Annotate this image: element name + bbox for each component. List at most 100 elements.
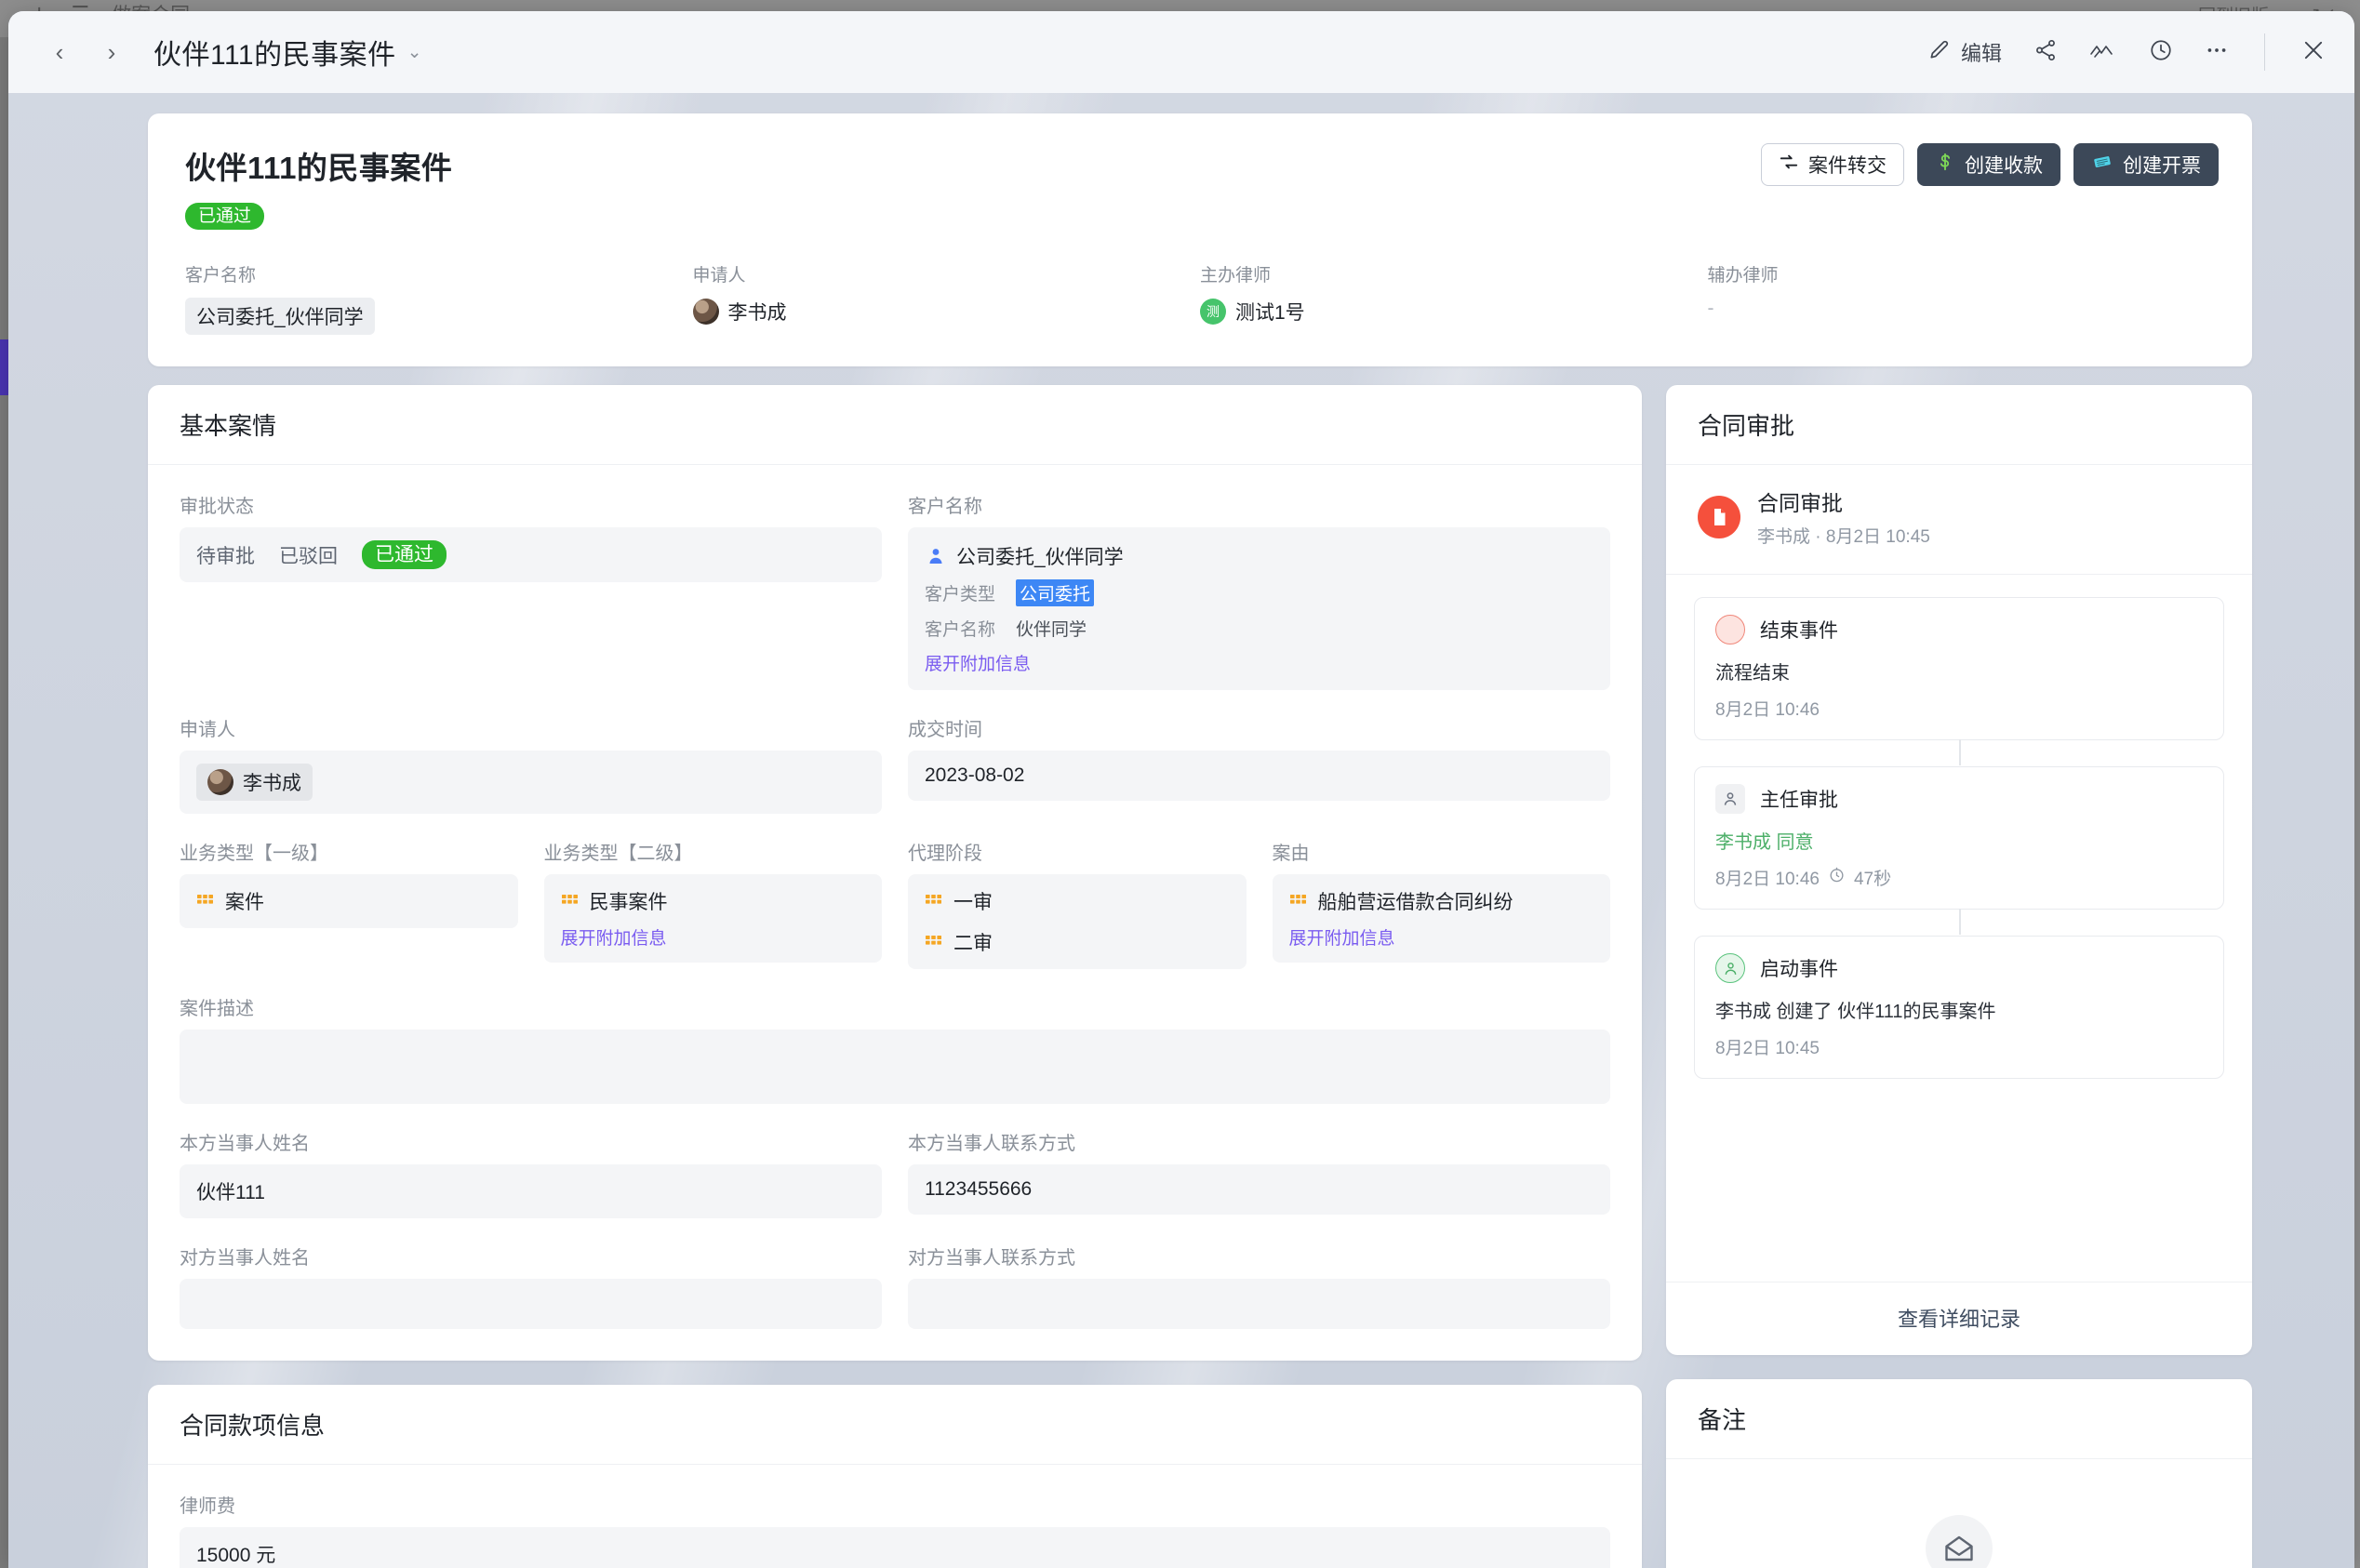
share-icon[interactable] bbox=[2033, 38, 2058, 67]
field-other-party-contact: 对方当事人联系方式 bbox=[908, 1242, 1610, 1329]
modal-header: ‹ › 伙伴111的民事案件 ⌄ 编辑 bbox=[8, 11, 2354, 93]
meta-customer-name: 客户名称 公司委托_伙伴同学 bbox=[185, 261, 693, 335]
forward-button[interactable]: › bbox=[107, 37, 116, 66]
field-case-description: 案件描述 bbox=[180, 993, 1610, 1104]
timeline-item-time: 8月2日 10:46 bbox=[1715, 870, 1820, 889]
field-label: 业务类型【二级】 bbox=[543, 844, 693, 864]
meta-label: 申请人 bbox=[692, 266, 746, 286]
customer-type-row: 客户类型 公司委托 bbox=[925, 579, 1593, 606]
applicant-value-box[interactable]: 李书成 bbox=[180, 751, 882, 814]
approval-flow-subtitle: 李书成 · 8月2日 10:45 bbox=[1757, 527, 1930, 547]
field-approval-status: 审批状态 待审批 已驳回 已通过 bbox=[180, 491, 882, 690]
back-button[interactable]: ‹ bbox=[55, 37, 64, 66]
contract-approval-card: 合同审批 合同审批 李书成 · 8月2日 10:45 bbox=[1666, 385, 2252, 1355]
timeline-item-desc: 流程结束 bbox=[1715, 663, 1790, 684]
view-detailed-records-link[interactable]: 查看详细记录 bbox=[1666, 1282, 2252, 1355]
person-square-icon bbox=[1715, 784, 1745, 814]
expand-additional-info-link[interactable]: 展开附加信息 bbox=[560, 929, 667, 949]
tag-item: 一审 bbox=[925, 887, 1230, 915]
left-rail-accent bbox=[0, 339, 8, 395]
case-description-value[interactable] bbox=[180, 1030, 1610, 1104]
row-applicant-dealtime: 申请人 李书成 成交时间 2023-08-02 bbox=[180, 714, 1610, 814]
row-approval-customer: 审批状态 待审批 已驳回 已通过 客户名称 bbox=[180, 491, 1610, 690]
customer-subname-row: 客户名称 伙伴同学 bbox=[925, 616, 1593, 641]
end-event-dot-icon bbox=[1715, 615, 1745, 644]
contract-approval-heading: 合同审批 bbox=[1666, 385, 2252, 465]
case-detail-modal: ‹ › 伙伴111的民事案件 ⌄ 编辑 bbox=[8, 11, 2354, 1568]
field-customer-name: 客户名称 公司委托_伙伴同学 客户类型 bbox=[908, 491, 1610, 690]
timeline-item[interactable]: 启动事件 李书成 创建了 伙伴111的民事案件 8月2日 10:45 bbox=[1694, 936, 2224, 1079]
case-summary-card: 伙伴111的民事案件 已通过 案件转交 创建收款 bbox=[148, 113, 2252, 366]
segment-option-pending[interactable]: 待审批 bbox=[196, 545, 255, 567]
own-party-name-value[interactable]: 伙伴111 bbox=[180, 1164, 882, 1218]
approval-status-segmented[interactable]: 待审批 已驳回 已通过 bbox=[180, 527, 882, 582]
divider bbox=[2264, 33, 2265, 71]
biz-type-2-box[interactable]: 民事案件 展开附加信息 bbox=[543, 874, 882, 963]
other-party-contact-value[interactable] bbox=[908, 1279, 1610, 1329]
remarks-empty-state: 暂无评论 bbox=[1666, 1459, 2252, 1568]
field-label: 审批状态 bbox=[180, 497, 254, 517]
clock-icon[interactable] bbox=[2149, 38, 2173, 67]
timeline-item-name: 结束事件 bbox=[1760, 620, 1838, 642]
applicant-name-value: 李书成 bbox=[243, 773, 301, 794]
transfer-case-button[interactable]: 案件转交 bbox=[1761, 143, 1904, 186]
meta-label: 主办律师 bbox=[1200, 266, 1272, 286]
deal-time-value[interactable]: 2023-08-02 bbox=[908, 751, 1610, 801]
timeline-item[interactable]: 主任审批 李书成 同意 8月2日 10:46 47秒 bbox=[1694, 766, 2224, 935]
cause-box[interactable]: 船舶营运借款合同纠纷 展开附加信息 bbox=[1272, 874, 1610, 963]
case-action-buttons: 案件转交 创建收款 创建开票 bbox=[1761, 143, 2219, 186]
field-label: 业务类型【一级】 bbox=[180, 844, 328, 864]
avatar bbox=[692, 299, 719, 325]
customer-detail-box: 公司委托_伙伴同学 客户类型 公司委托 客户名称 伙伴同学 bbox=[908, 527, 1610, 690]
field-label: 本方当事人姓名 bbox=[180, 1134, 310, 1154]
applicant-name[interactable]: 李书成 bbox=[727, 302, 787, 324]
own-party-contact-value[interactable]: 1123455666 bbox=[908, 1164, 1610, 1215]
more-icon[interactable] bbox=[2205, 38, 2229, 67]
row-other-party: 对方当事人姓名 对方当事人联系方式 bbox=[180, 1242, 1610, 1329]
segment-option-rejected[interactable]: 已驳回 bbox=[279, 545, 338, 567]
meta-assistant-lawyer: 辅办律师 - bbox=[1708, 261, 2216, 335]
segment-option-approved[interactable]: 已通过 bbox=[362, 540, 447, 569]
create-receipt-label: 创建收款 bbox=[1965, 155, 2043, 177]
modal-body: 伙伴111的民事案件 已通过 案件转交 创建收款 bbox=[8, 93, 2354, 1568]
expand-additional-info-link[interactable]: 展开附加信息 bbox=[925, 655, 1032, 674]
approval-timeline: 结束事件 流程结束 8月2日 10:46 bbox=[1666, 575, 2252, 1096]
header-actions: 编辑 bbox=[1927, 33, 2327, 71]
agency-stage-box[interactable]: 一审 二审 bbox=[908, 874, 1247, 969]
field-label: 本方当事人联系方式 bbox=[908, 1134, 1075, 1154]
ticket-icon bbox=[2091, 152, 2113, 178]
open-envelope-icon bbox=[1926, 1515, 1993, 1568]
lead-lawyer-name[interactable]: 测试1号 bbox=[1235, 302, 1305, 324]
meta-lead-lawyer: 主办律师 测 测试1号 bbox=[1200, 261, 1708, 335]
create-invoice-button[interactable]: 创建开票 bbox=[2073, 143, 2219, 186]
approval-flow-header[interactable]: 合同审批 李书成 · 8月2日 10:45 bbox=[1666, 465, 2252, 575]
customer-name-chip[interactable]: 公司委托_伙伴同学 bbox=[185, 298, 375, 335]
edit-button[interactable]: 编辑 bbox=[1927, 37, 2002, 67]
payment-info-card: 合同款项信息 律师费 15000 元 收款状态 bbox=[148, 1385, 1642, 1568]
stopwatch-icon bbox=[1828, 866, 1846, 889]
timeline-item-desc: 李书成 同意 bbox=[1715, 832, 1814, 853]
agency-stage-value-1: 一审 bbox=[953, 892, 993, 913]
meta-applicant: 申请人 李书成 bbox=[692, 261, 1201, 335]
timeline-spacer bbox=[1666, 1096, 2252, 1282]
field-label: 对方当事人姓名 bbox=[180, 1248, 310, 1269]
dollar-icon bbox=[1935, 152, 1955, 178]
history-waves-icon[interactable] bbox=[2089, 38, 2117, 67]
other-party-name-value[interactable] bbox=[180, 1279, 882, 1329]
field-deal-time: 成交时间 2023-08-02 bbox=[908, 714, 1610, 814]
grid-icon bbox=[925, 933, 943, 951]
chevron-down-icon[interactable]: ⌄ bbox=[407, 42, 422, 62]
cause-value: 船舶营运借款合同纠纷 bbox=[1317, 892, 1513, 913]
biz-type-1-box[interactable]: 案件 bbox=[180, 874, 518, 928]
customer-subname-label: 客户名称 bbox=[925, 620, 996, 640]
customer-subname-value: 伙伴同学 bbox=[1016, 620, 1087, 640]
close-icon[interactable] bbox=[2300, 37, 2327, 68]
create-receipt-button[interactable]: 创建收款 bbox=[1917, 143, 2060, 186]
lawyer-fee-value[interactable]: 15000 元 bbox=[180, 1527, 1610, 1568]
expand-additional-info-link[interactable]: 展开附加信息 bbox=[1288, 929, 1395, 949]
timeline-item[interactable]: 结束事件 流程结束 8月2日 10:46 bbox=[1694, 597, 2224, 765]
edit-label: 编辑 bbox=[1960, 42, 2002, 65]
grid-icon bbox=[196, 892, 215, 910]
tag-item: 船舶营运借款合同纠纷 bbox=[1289, 887, 1594, 915]
field-agency-stage: 代理阶段 一审 bbox=[908, 838, 1247, 969]
